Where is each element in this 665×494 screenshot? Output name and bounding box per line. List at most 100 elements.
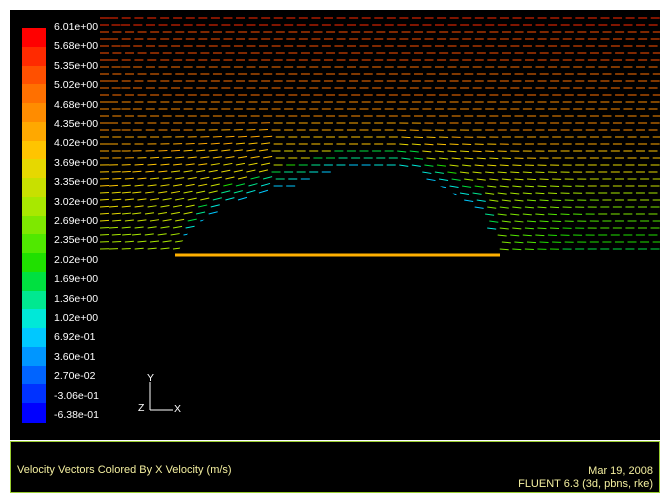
colormap-label: 2.69e+00 — [54, 215, 99, 227]
velocity-vector — [489, 220, 499, 223]
velocity-vector — [121, 191, 131, 194]
velocity-vector — [499, 227, 509, 230]
colormap-swatch — [22, 178, 46, 198]
velocity-vector — [111, 191, 121, 194]
velocity-vector — [175, 177, 185, 180]
velocity-vector — [124, 240, 134, 243]
velocity-vector — [149, 219, 160, 222]
velocity-vector — [512, 248, 522, 251]
velocity-vector — [108, 205, 119, 208]
velocity-vector — [451, 178, 461, 181]
velocity-vector — [162, 156, 172, 159]
velocity-vector — [208, 169, 218, 173]
velocity-vector — [522, 171, 532, 174]
velocity-vector — [99, 191, 110, 194]
velocity-vector — [510, 192, 520, 195]
velocity-vector — [221, 169, 231, 173]
velocity-vector — [474, 164, 484, 167]
colormap-swatch — [22, 365, 46, 386]
velocity-vector — [183, 170, 193, 173]
colormap-swatch — [22, 290, 46, 311]
velocity-vector — [447, 171, 457, 174]
velocity-vector — [160, 163, 170, 166]
velocity-vector — [147, 163, 157, 166]
velocity-vector — [196, 170, 206, 173]
velocity-vector — [426, 178, 436, 182]
velocity-vector — [438, 178, 449, 181]
velocity-vector — [401, 136, 411, 139]
velocity-vector — [258, 128, 269, 131]
velocity-vector — [121, 170, 131, 173]
velocity-vector — [225, 135, 235, 138]
velocity-vector — [535, 234, 545, 237]
velocity-vector — [172, 204, 183, 208]
velocity-vector — [121, 247, 131, 250]
velocity-vector — [198, 142, 208, 145]
colormap-swatch — [22, 271, 46, 292]
velocity-vector — [208, 149, 218, 152]
velocity-vector — [137, 198, 147, 201]
velocity-vector — [124, 198, 134, 201]
velocity-vector — [170, 190, 181, 194]
velocity-vector — [476, 157, 486, 160]
colormap-swatch — [22, 140, 46, 160]
velocity-vector — [487, 206, 497, 209]
velocity-vector — [476, 178, 486, 181]
velocity-vector — [172, 225, 183, 229]
velocity-vector — [258, 189, 269, 194]
velocity-vector — [497, 171, 507, 174]
velocity-vector — [210, 163, 220, 166]
velocity-vector — [157, 233, 167, 236]
velocity-vector — [263, 176, 273, 180]
velocity-vector — [472, 150, 482, 153]
colormap-label: 5.68e+00 — [54, 40, 99, 53]
velocity-vector — [489, 178, 499, 181]
velocity-vector — [200, 176, 210, 180]
colormap-swatch — [22, 253, 46, 273]
velocity-vector — [160, 184, 170, 187]
velocity-vector — [233, 169, 243, 173]
velocity-vector — [150, 156, 160, 159]
velocity-vector — [261, 142, 271, 145]
velocity-vector — [200, 156, 210, 159]
velocity-vector — [210, 183, 220, 187]
velocity-vector — [170, 233, 180, 236]
velocity-vector — [260, 162, 271, 166]
velocity-vector — [512, 164, 522, 167]
velocity-vector — [522, 234, 532, 237]
velocity-vector — [449, 185, 459, 188]
colormap-swatch — [22, 215, 46, 235]
colormap-label: 3.35e+00 — [54, 176, 99, 189]
velocity-vector — [526, 178, 537, 181]
velocity-vector — [459, 150, 470, 153]
velocity-vector — [489, 199, 499, 202]
graphics-viewport[interactable]: 6.01e+00 5.68e+00 5.35e+00 5.02e+00 4.68e+00… — [10, 10, 660, 440]
velocity-vector — [476, 199, 486, 202]
velocity-vector — [248, 162, 258, 166]
velocity-vector — [195, 211, 206, 215]
velocity-vector — [422, 171, 432, 174]
velocity-vector — [124, 177, 134, 180]
solver-version: FLUENT 6.3 (3d, pbns, rke) — [518, 478, 653, 490]
velocity-vector — [210, 142, 220, 145]
velocity-vector — [250, 176, 260, 180]
velocity-vector — [514, 178, 524, 181]
velocity-vector — [187, 218, 197, 222]
velocity-vector — [462, 185, 472, 188]
velocity-vector — [112, 177, 122, 180]
velocity-vector — [185, 225, 195, 229]
velocity-vector — [147, 184, 157, 187]
velocity-vector — [223, 183, 233, 187]
colormap-label: 1.69e+00 — [54, 273, 99, 286]
velocity-vector — [122, 233, 132, 236]
velocity-vector — [187, 156, 197, 159]
velocity-vector — [223, 142, 233, 145]
velocity-vector — [112, 240, 122, 243]
colormap-label: 1.36e+00 — [54, 292, 99, 305]
velocity-vector — [522, 213, 532, 216]
velocity-vector — [449, 164, 459, 167]
velocity-vector — [436, 164, 447, 167]
velocity-vector — [514, 241, 524, 244]
velocity-vector — [439, 157, 449, 160]
velocity-vector — [134, 184, 144, 187]
